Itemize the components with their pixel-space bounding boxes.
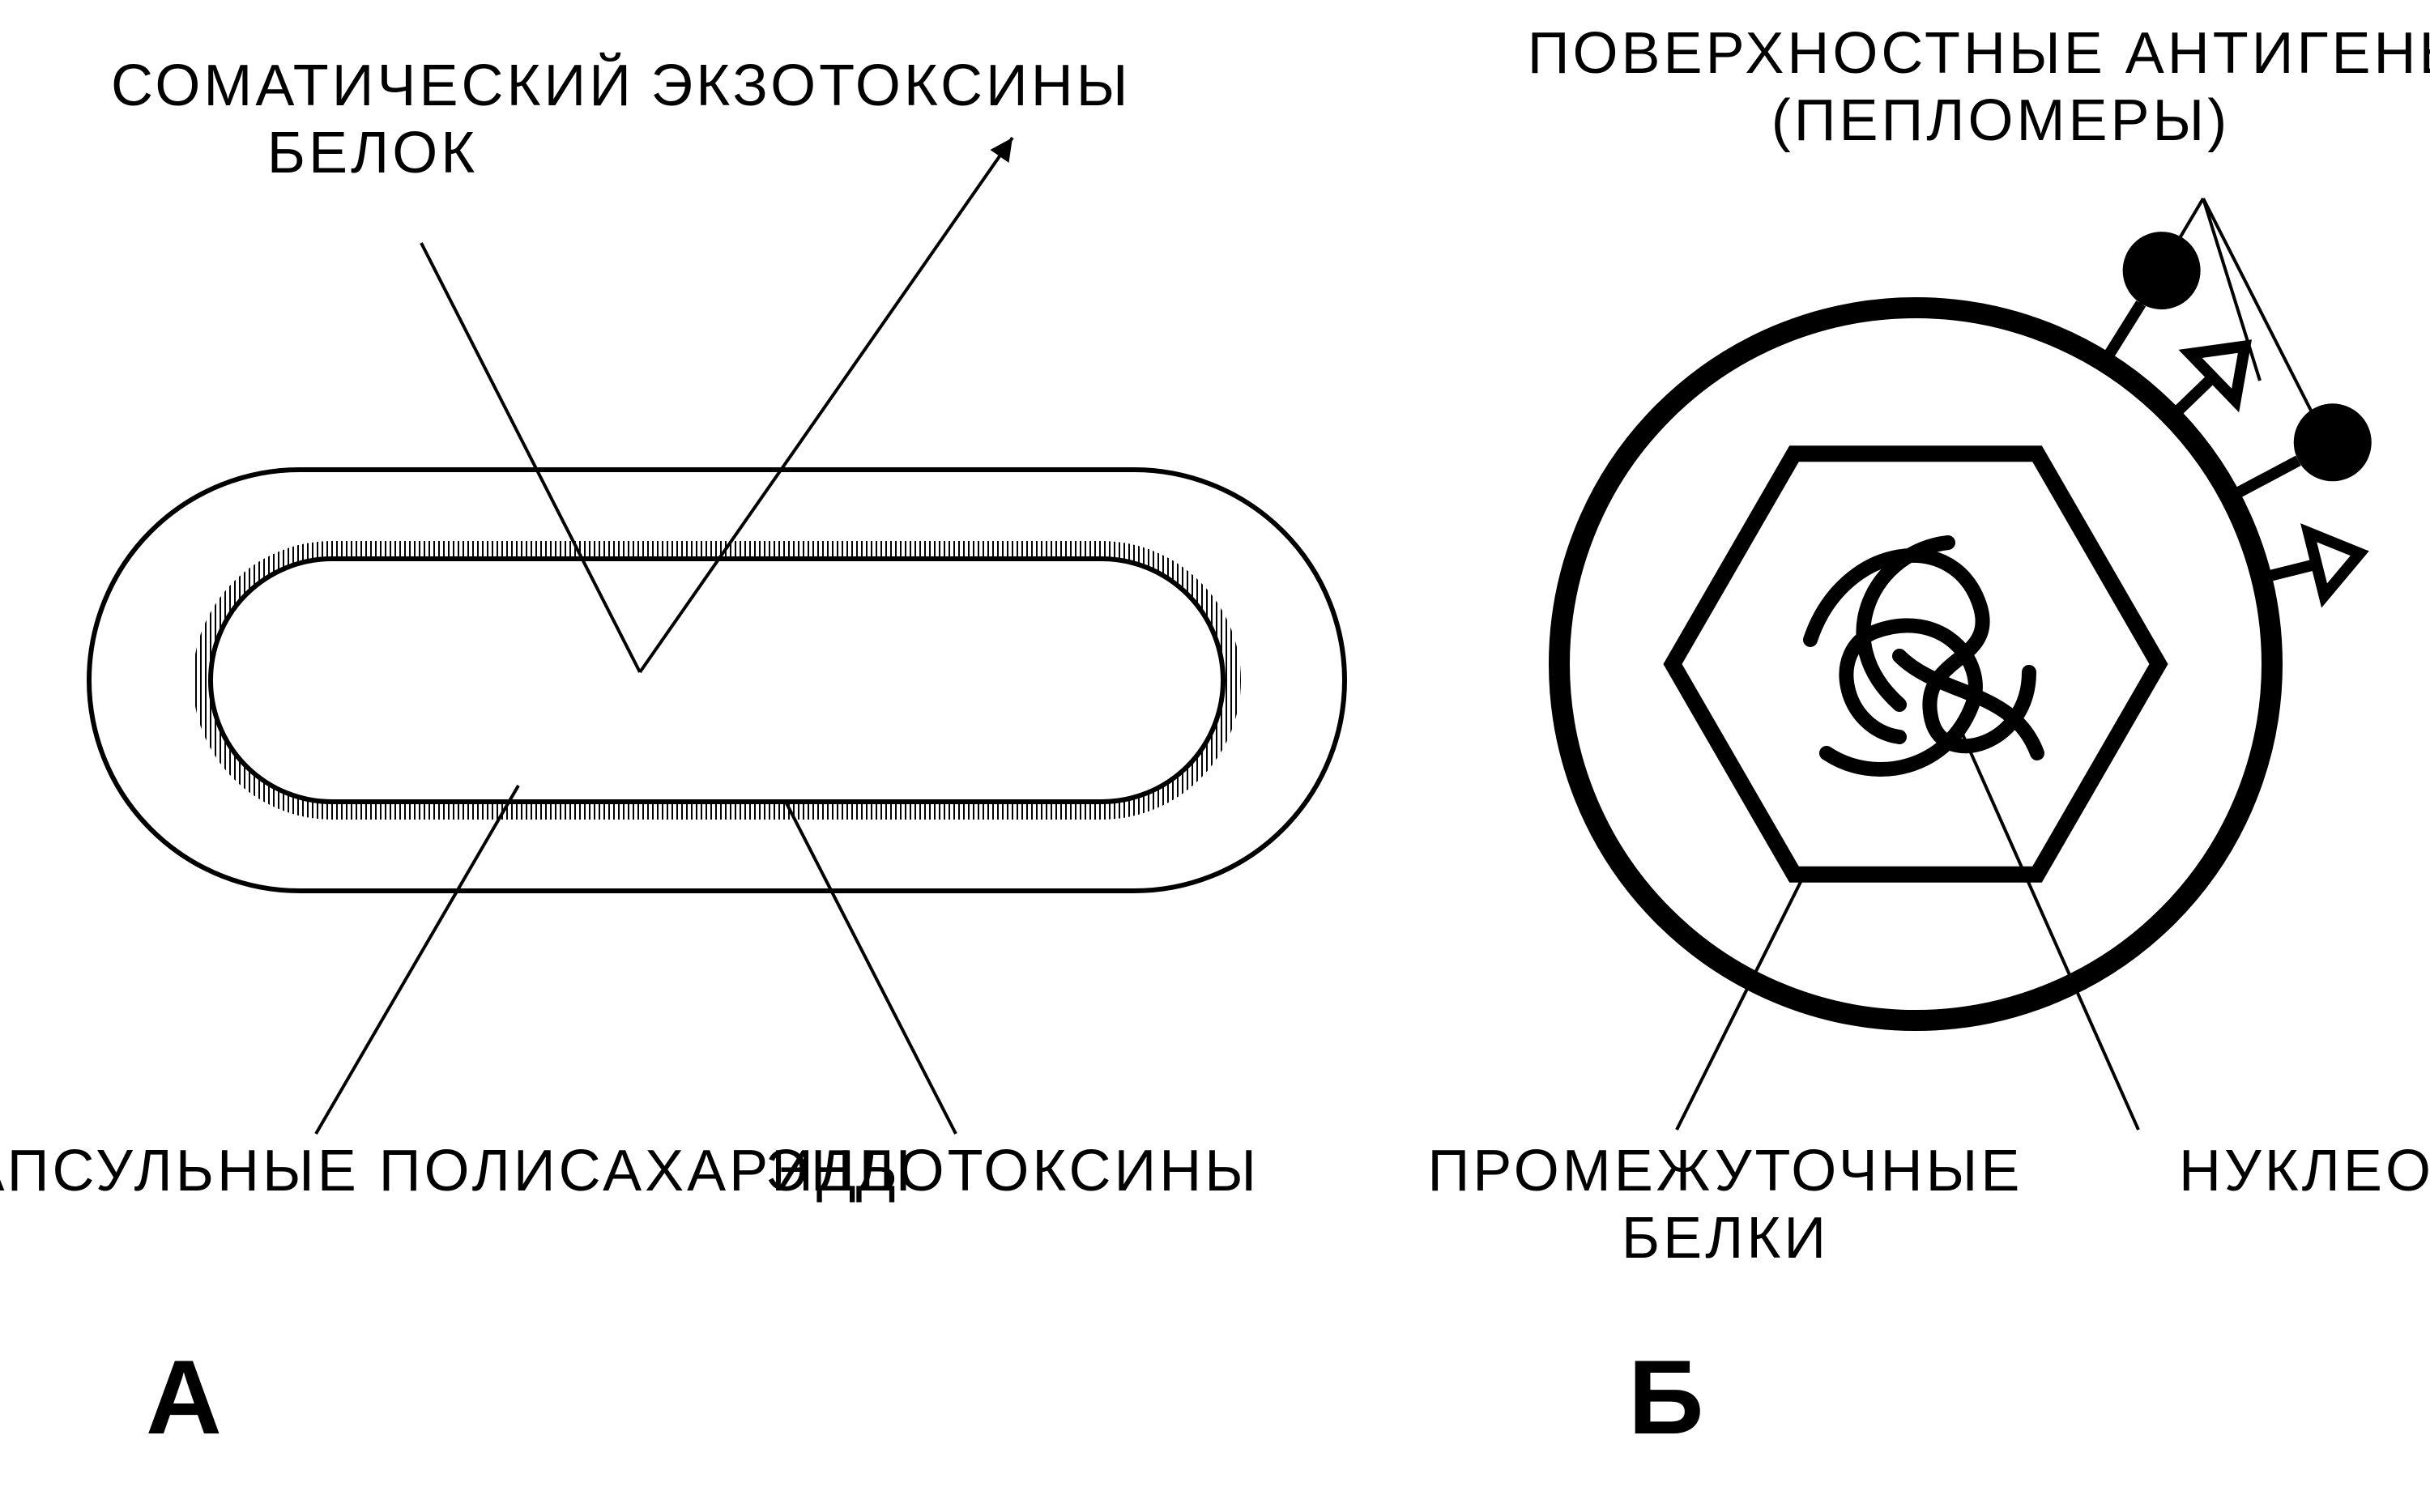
peplomer-arrow-3 xyxy=(2308,533,2360,596)
peplomer-stem-3 xyxy=(2262,564,2317,578)
peplomer-stem-1 xyxy=(2230,461,2298,497)
peplomer-stem-2 xyxy=(2172,377,2213,417)
leader-nucleoprotein xyxy=(1960,729,2138,1130)
label-intermediate-line-1: БЕЛКИ xyxy=(1622,1206,1829,1271)
panel-letter-a: А xyxy=(146,1338,222,1456)
peplomer-ball-1 xyxy=(2294,403,2372,481)
label-intermediate: ПРОМЕЖУТОЧНЫЕБЕЛКИ xyxy=(1428,1139,2023,1271)
label-surface-line-1: (ПЕПЛОМЕРЫ) xyxy=(1771,88,2231,153)
label-surface-line-0: ПОВЕРХНОСТНЫЕ АНТИГЕНЫ xyxy=(1528,21,2430,86)
leader-capsular xyxy=(316,786,518,1134)
label-intermediate-line-0: ПРОМЕЖУТОЧНЫЕ xyxy=(1428,1139,2023,1203)
label-exotoxins-line-0: ЭКЗОТОКСИНЫ xyxy=(651,53,1132,118)
leader-endotoxins xyxy=(786,802,956,1134)
label-nucleoprotein: НУКЛЕОПРОТЕИН xyxy=(2179,1139,2430,1203)
leader-surface-2 xyxy=(2203,198,2333,454)
label-endotoxins: ЭНДОТОКСИНЫ xyxy=(765,1139,1260,1203)
inner-capsule xyxy=(211,559,1223,802)
label-somatic-line-1: БЕЛОК xyxy=(267,121,478,185)
panel-letter-b: Б xyxy=(1628,1338,1703,1456)
label-surface: ПОВЕРХНОСТНЫЕ АНТИГЕНЫ(ПЕПЛОМЕРЫ) xyxy=(1528,21,2430,153)
leader-exotoxins-arrowhead xyxy=(991,138,1013,163)
label-somatic-line-0: СОМАТИЧЕСКИЙ xyxy=(111,52,634,118)
peplomer-stem-0 xyxy=(2104,304,2141,362)
label-exotoxins: ЭКЗОТОКСИНЫ xyxy=(651,53,1132,118)
label-nucleoprotein-line-0: НУКЛЕОПРОТЕИН xyxy=(2179,1139,2430,1203)
nucleoprotein-squiggle xyxy=(1810,543,2037,769)
label-somatic: СОМАТИЧЕСКИЙБЕЛОК xyxy=(111,52,634,185)
label-endotoxins-line-0: ЭНДОТОКСИНЫ xyxy=(765,1139,1260,1203)
